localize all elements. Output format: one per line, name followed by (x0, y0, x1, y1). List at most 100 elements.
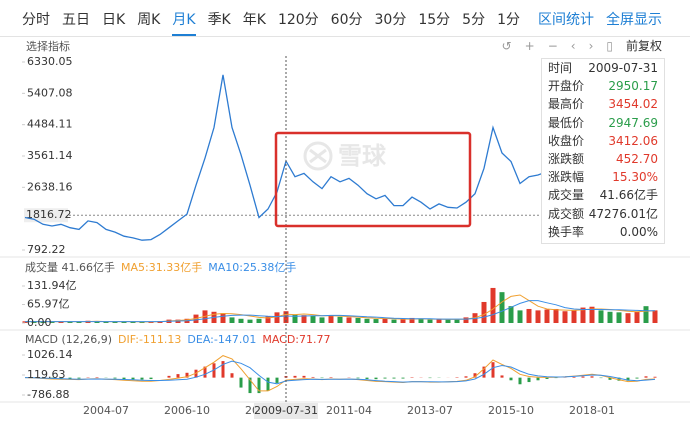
volume-bar (40, 321, 46, 323)
panel-title: 成交量 41.66亿手 (25, 260, 115, 274)
info-label: 最高价 (548, 97, 585, 112)
macd-bar (176, 374, 180, 378)
panel-title: MACD (12,26,9) (25, 333, 112, 346)
bar-icon[interactable]: ▯ (606, 38, 613, 53)
action-link[interactable]: 全屏显示 (606, 12, 662, 28)
macd-bar (500, 375, 504, 378)
period-tab[interactable]: 日K (102, 12, 126, 28)
y-tick-label: 3561.14 (27, 149, 73, 162)
volume-bar (103, 321, 109, 323)
volume-bar (553, 308, 559, 323)
info-value: 3454.02 (608, 97, 658, 112)
macd-bar (149, 377, 153, 380)
macd-bar (203, 366, 207, 378)
volume-bar (22, 321, 28, 323)
indicator-button[interactable]: 选择指标 (26, 40, 70, 53)
volume-bar (247, 319, 253, 323)
macd-bar (212, 363, 216, 378)
period-tab[interactable]: 月K (172, 9, 196, 36)
info-value: 2009-07-31 (588, 61, 658, 75)
macd-bar (473, 373, 477, 378)
macd-bar (59, 377, 63, 379)
volume-bar (436, 318, 442, 323)
zoom-out-icon[interactable]: − (547, 38, 558, 53)
crosshair-date-box (254, 403, 318, 419)
volume-bar (94, 321, 100, 323)
reset-icon[interactable]: ↺ (501, 38, 512, 53)
action-link[interactable]: 区间统计 (538, 12, 594, 28)
macd-bar (608, 377, 612, 380)
info-value: 2947.69 (608, 115, 658, 130)
volume-bar (580, 307, 586, 323)
info-row: 成交量 41.66亿手 (542, 186, 664, 204)
y-tick-label: 65.97亿 (27, 298, 70, 311)
info-row: 换手率 0.00% (542, 223, 664, 241)
volume-bar (562, 311, 568, 323)
x-tick-label: 2013-07 (407, 404, 453, 417)
macd-bar (365, 377, 369, 379)
macd-bar (617, 377, 621, 381)
info-panel: 时间 2009-07-31 开盘价 2950.17 最高价 3454.02 最低价 2947.… (541, 58, 665, 244)
macd-bar (635, 377, 639, 379)
period-tab[interactable]: 5分 (462, 12, 486, 28)
y-tick-label: 131.94亿 (27, 279, 77, 292)
volume-bar (607, 311, 613, 323)
period-tab[interactable]: 分时 (22, 12, 50, 28)
macd-bar (527, 377, 531, 383)
y-tick-label: 5407.08 (27, 86, 73, 99)
macd-bar (545, 377, 549, 379)
period-tab[interactable]: 年K (242, 12, 266, 28)
macd-bar (77, 377, 81, 379)
y-tick-label: 792.22 (27, 243, 66, 256)
period-tab[interactable]: 1分 (497, 12, 520, 28)
macd-bar (383, 377, 387, 379)
period-tab[interactable]: 周K (137, 12, 161, 28)
macd-bar (572, 376, 576, 378)
toolbar: 分时 五日 日K 周K 月K 季K 年K 120分 60分 30分 15分 5分 1分 区间统计 全屏显示 (0, 0, 690, 37)
volume-bar (400, 319, 406, 323)
volume-bar (535, 310, 541, 323)
volume-bar (427, 319, 433, 323)
macd-bar (590, 376, 594, 378)
period-tab[interactable]: 季K (207, 12, 231, 28)
volume-bar (238, 318, 244, 323)
macd-bar (248, 377, 252, 394)
x-tick-label: 2006-10 (164, 404, 210, 417)
volume-bar (319, 317, 325, 323)
y-tick-label: 119.63 (27, 368, 66, 381)
volume-bar (616, 312, 622, 323)
y-tick-label: 1026.14 (27, 348, 73, 361)
x-tick-label: 2011-04 (326, 404, 372, 417)
volume-bar (526, 308, 532, 323)
left-icon[interactable]: ‹ (570, 38, 576, 53)
actions: 区间统计 全屏显示 (538, 9, 662, 29)
period-tab[interactable]: 15分 (418, 12, 451, 28)
period-tab[interactable]: 60分 (330, 12, 363, 28)
info-label: 开盘价 (548, 79, 585, 94)
volume-bar (130, 321, 136, 323)
volume-bar (652, 310, 658, 323)
macd-bar (626, 377, 630, 381)
period-tab[interactable]: 30分 (374, 12, 407, 28)
info-label: 时间 (548, 61, 573, 75)
period-tab[interactable]: 120分 (277, 12, 319, 28)
right-icon[interactable]: › (588, 38, 594, 53)
macd-bar (122, 377, 126, 380)
x-tick-label: 2004-07 (83, 404, 129, 417)
volume-bar (409, 317, 415, 323)
adjust-button[interactable]: 前复权 (625, 39, 662, 53)
info-label: 成交额 (548, 206, 585, 221)
period-tab[interactable]: 五日 (62, 12, 90, 28)
macd-bar (68, 377, 72, 379)
macd-bar (482, 366, 486, 378)
macd-line (24, 360, 656, 385)
info-value: 0.00% (619, 224, 658, 239)
volume-bar (598, 310, 604, 323)
volume-bar (31, 321, 37, 323)
zoom-in-icon[interactable]: + (524, 38, 535, 53)
macd-bar (266, 377, 270, 391)
macd-bar (464, 376, 468, 378)
macd-bar (374, 377, 378, 380)
